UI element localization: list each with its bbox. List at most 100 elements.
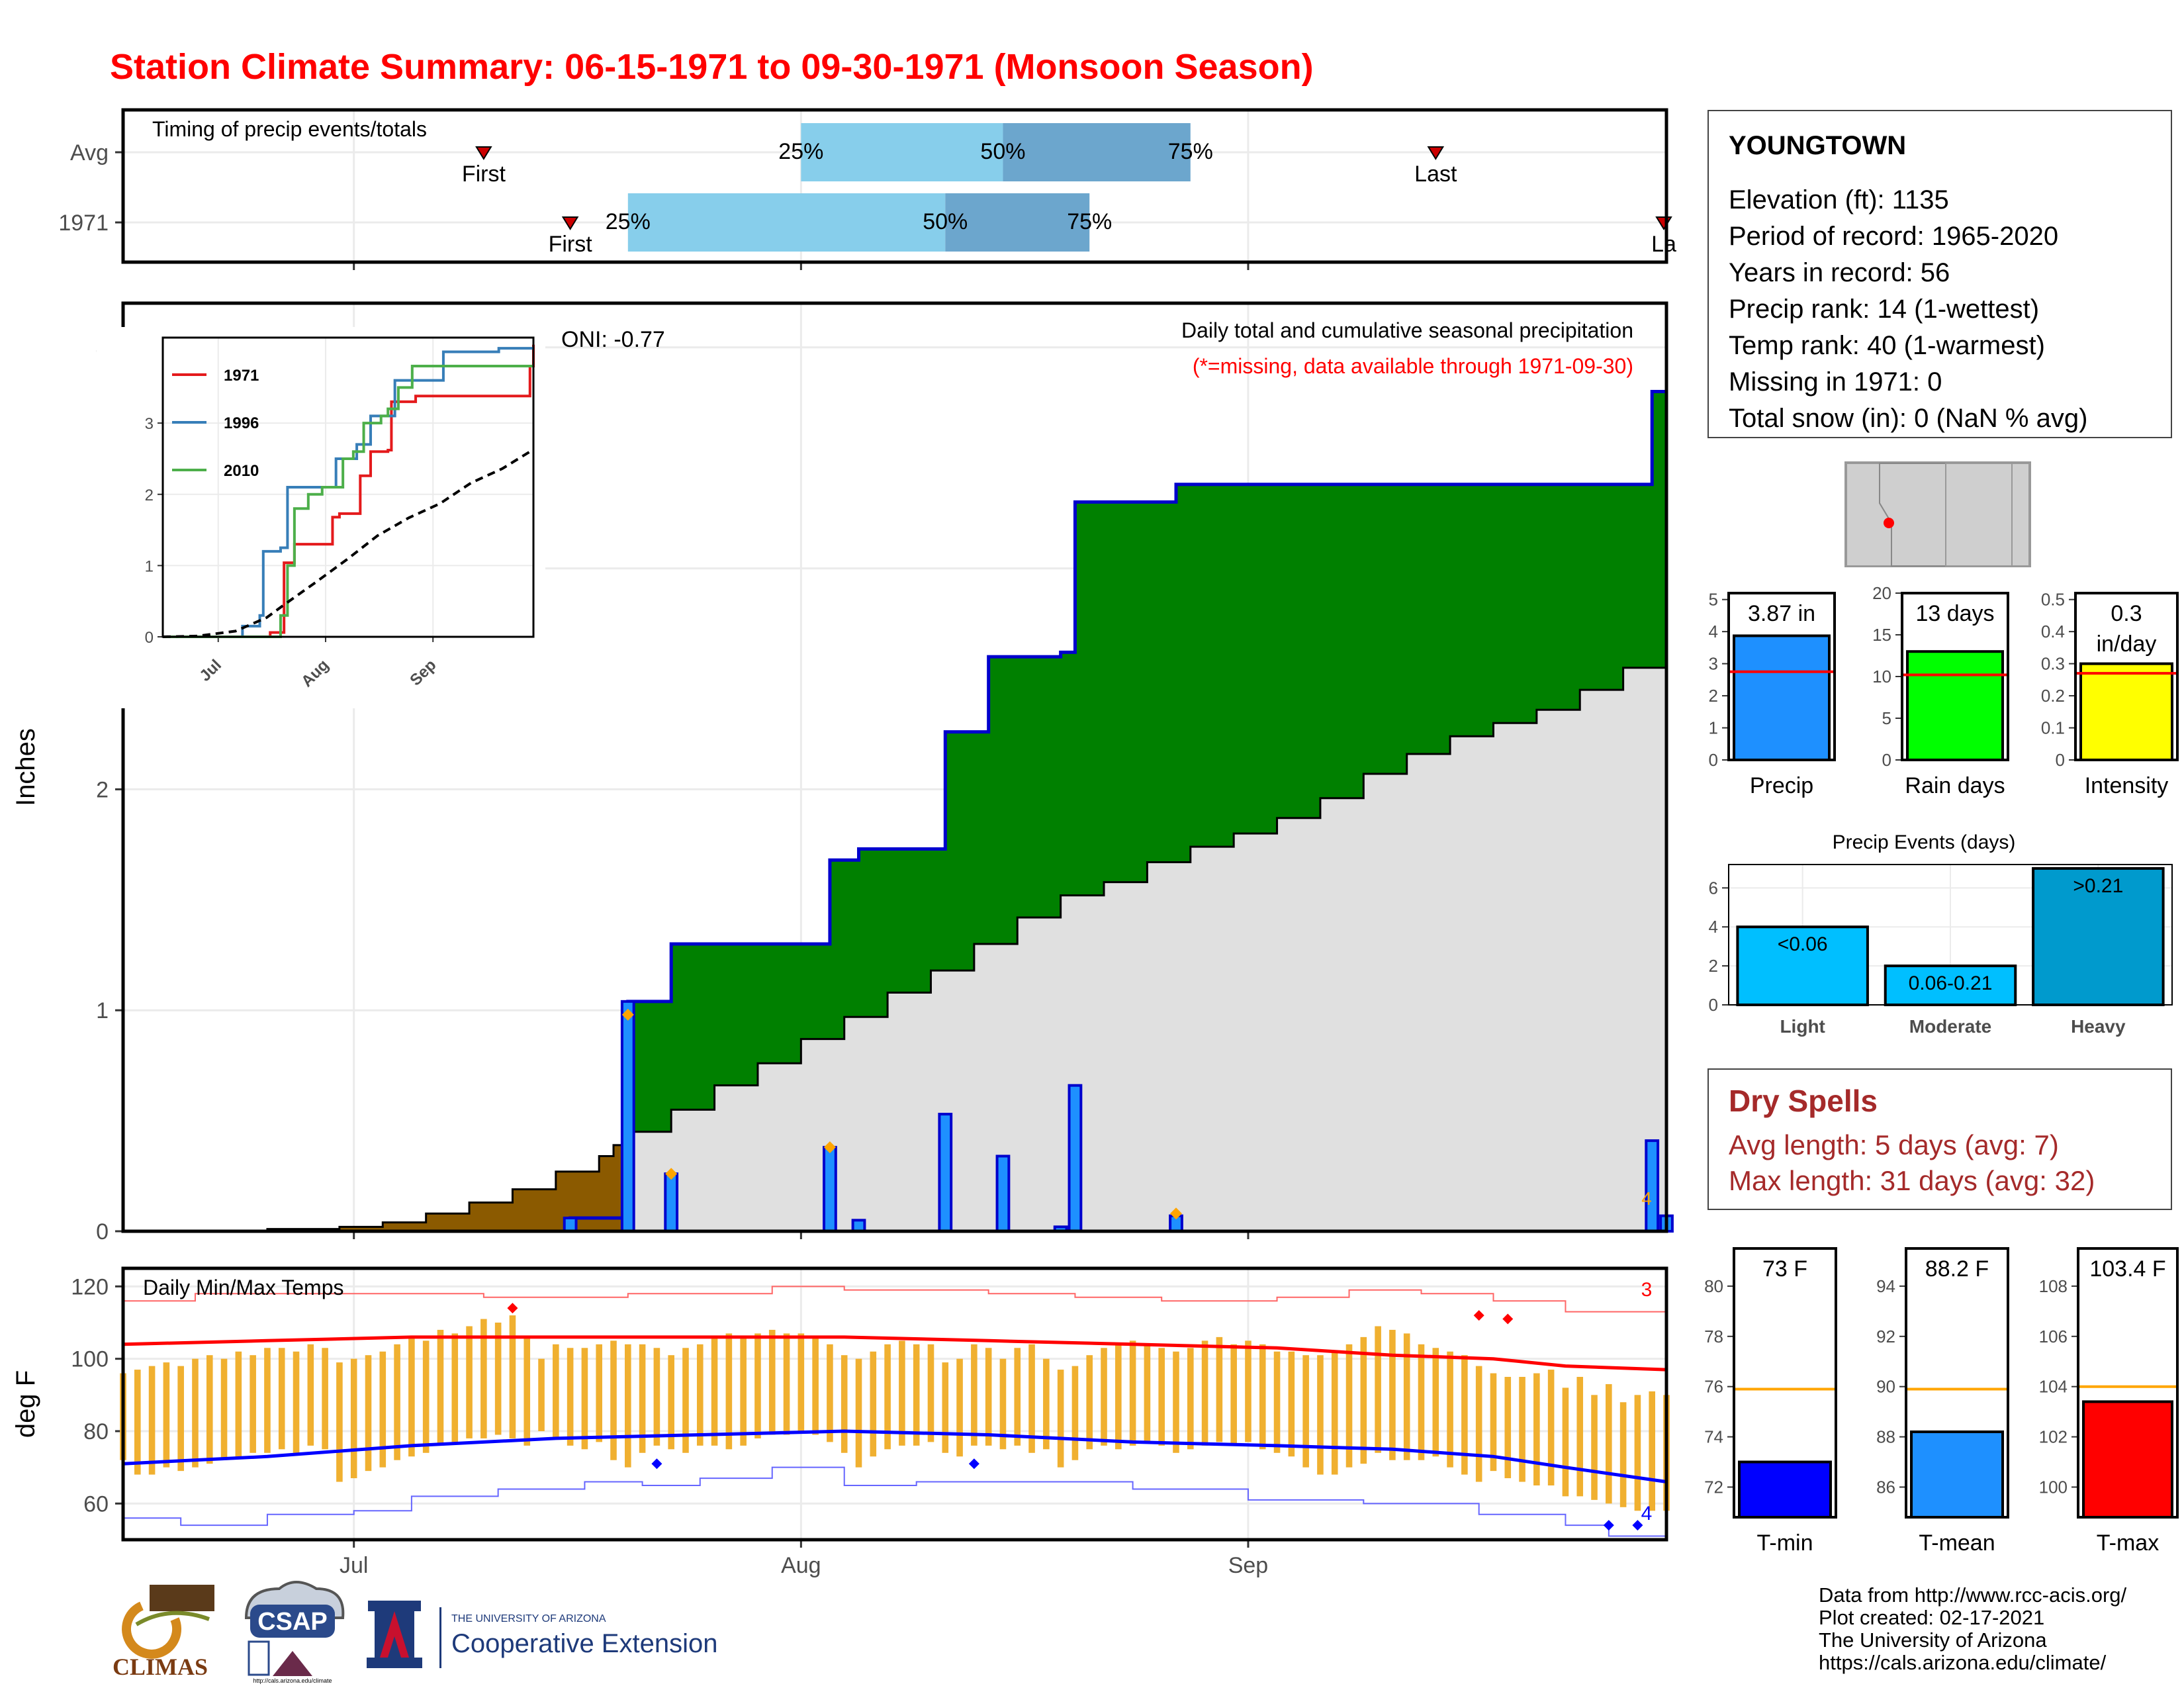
temps-daily-range-bar [812,1336,819,1435]
temps-y-tick-label: 80 [83,1419,109,1444]
temp-summary-y-tick-label: 106 [2039,1327,2068,1346]
precip-summary-y-tick-label: 0.5 [2041,590,2065,610]
csap-logo-text: CSAP [257,1608,328,1636]
temps-record-high-marker [1473,1310,1484,1321]
temps-daily-range-bar [971,1344,978,1446]
temps-daily-range-bar [956,1358,963,1457]
precip-daily-bar [823,1146,837,1233]
timing-q50-label: 50% [980,139,1025,164]
credit-plot-created: Plot created: 02-17-2021 [1819,1606,2045,1629]
temps-daily-range-bar [1057,1370,1064,1468]
temp-summary-y-tick-label: 72 [1704,1477,1723,1497]
events-y-tick-label: 6 [1709,878,1718,898]
station-snow: Total snow (in): 0 (NaN % avg) [1729,404,2088,433]
temp-summary-y-tick-label: 86 [1876,1477,1895,1497]
temps-daily-range-bar [1418,1344,1425,1460]
inset-legend-label: 1971 [224,367,259,385]
temps-daily-range-bar [278,1348,285,1450]
precip-summary-y-tick-label: 0 [1709,750,1718,770]
credit-url: https://cals.arizona.edu/climate/ [1819,1651,2107,1674]
temps-daily-range-bar [177,1366,184,1472]
events-bar-label: 0.06-0.21 [1909,972,1993,994]
temps-daily-range-bar [1071,1366,1079,1460]
temp-summary-y-tick-label: 104 [2039,1377,2068,1397]
precip-normal-area [627,650,1666,1231]
temps-title: Daily Min/Max Temps [143,1276,343,1299]
temp-summary-y-tick-label: 94 [1876,1276,1895,1296]
temps-daily-range-bar [1129,1340,1136,1446]
precip-summary-y-tick-label: 2 [1709,686,1718,706]
temps-record-low-marker [1603,1520,1614,1531]
temp-summary-frame [1733,1247,1837,1519]
precip-summary-category-label: Intensity [2085,773,2169,798]
temps-daily-range-bar [408,1336,415,1457]
temps-daily-range-bar [596,1344,603,1442]
temps-daily-range-bar [163,1362,170,1468]
temps-daily-range-bar [1028,1344,1035,1453]
temps-daily-range-bar [235,1351,242,1457]
precip-missing-note: 4 [1641,1188,1652,1209]
precip-y-axis-label: Inches [11,728,40,806]
temps-y-tick-label: 100 [71,1347,109,1372]
temps-daily-range-bar [625,1344,631,1468]
temps-y-axis-label: deg F [11,1370,40,1438]
temp-summary-y-tick-label: 74 [1704,1427,1723,1447]
temps-daily-range-bar [1216,1336,1223,1442]
temp-summary-y-tick-label: 108 [2039,1276,2068,1296]
temps-daily-range-bar [899,1340,905,1446]
precip-summary-value-bar [1733,634,1831,762]
temps-daily-range-bar [1375,1326,1381,1453]
timing-q50-q75-bar [945,193,1090,252]
credit-data-source: Data from http://www.rcc-acis.org/ [1819,1583,2127,1607]
timing-last-label: La [1651,232,1676,257]
temps-daily-range-bar [653,1348,660,1446]
map-state-new-mexico [1945,463,2013,567]
temps-y-tick-label: 120 [71,1274,109,1299]
temp-summary-frame [1905,1247,2009,1519]
temp-summary-value-bar [1910,1430,2004,1519]
inset-legend-label: 1996 [224,414,259,432]
temps-daily-range-bar [567,1348,574,1446]
timing-q50-label: 50% [923,209,968,234]
temps-daily-range-bar [1288,1351,1295,1457]
events-category-label: Heavy [2071,1016,2126,1037]
timing-title: Timing of precip events/totals [152,117,427,141]
temps-daily-range-bar [1317,1355,1324,1475]
temps-daily-range-bar [1043,1358,1050,1450]
temps-daily-range-bar [1273,1351,1281,1453]
ua-logo-big-text: Cooperative Extension [451,1629,717,1658]
temps-x-tick-label: Jul [340,1553,368,1578]
temp-summary-y-tick-label: 92 [1876,1327,1895,1346]
station-elevation: Elevation (ft): 1135 [1729,185,1949,214]
events-y-tick-label: 4 [1709,917,1718,937]
precip-y-tick-label: 0 [96,1219,109,1244]
logo-row: CLIMAS CSAP http://cals.arizona.edu/clim… [110,1578,745,1684]
precip-summary-charts: 0 1 2 3 4 5 3.87 in Precip 0 5 10 15 20 13 days Rain d… [1709,583,2179,798]
temps-daily-range-bar [1115,1344,1122,1450]
temps-daily-range-bar [884,1344,891,1450]
temps-daily-range-bar [783,1333,790,1435]
inset-series-line [163,347,533,638]
precip-summary-y-tick-label: 4 [1709,622,1718,641]
dry-spells-max: Max length: 31 days (avg: 32) [1729,1165,2095,1196]
temps-daily-range-bar [1447,1351,1453,1468]
precip-summary-frame [1901,592,2009,761]
temps-x-tick-label: Aug [781,1553,821,1578]
station-precip-rank: Precip rank: 14 (1-wettest) [1729,295,2040,324]
temps-record-high-marker [1502,1313,1514,1325]
timing-chart: Avg 25% 50% 75% First Last 1971 25% 50% 75% First L… [58,108,1676,270]
temps-daily-range-bar [379,1351,387,1468]
temps-avg-max-line [122,1335,1667,1372]
precip-marker [621,1008,634,1021]
precip-y-tick-label: 2 [96,777,109,802]
timing-first-marker [561,216,579,230]
station-name: YOUNGTOWN [1729,131,1907,160]
temps-daily-range-bar [1591,1395,1598,1500]
temps-record-low-marker [1632,1520,1643,1531]
temps-daily-range-bar [1504,1377,1512,1479]
temps-daily-range-bar [1519,1377,1525,1482]
temps-daily-range-bar [336,1362,343,1482]
precip-summary-y-tick-label: 0 [1882,750,1891,770]
temps-daily-range-bar [1245,1340,1251,1442]
precip-y-tick-label: 1 [96,998,109,1023]
